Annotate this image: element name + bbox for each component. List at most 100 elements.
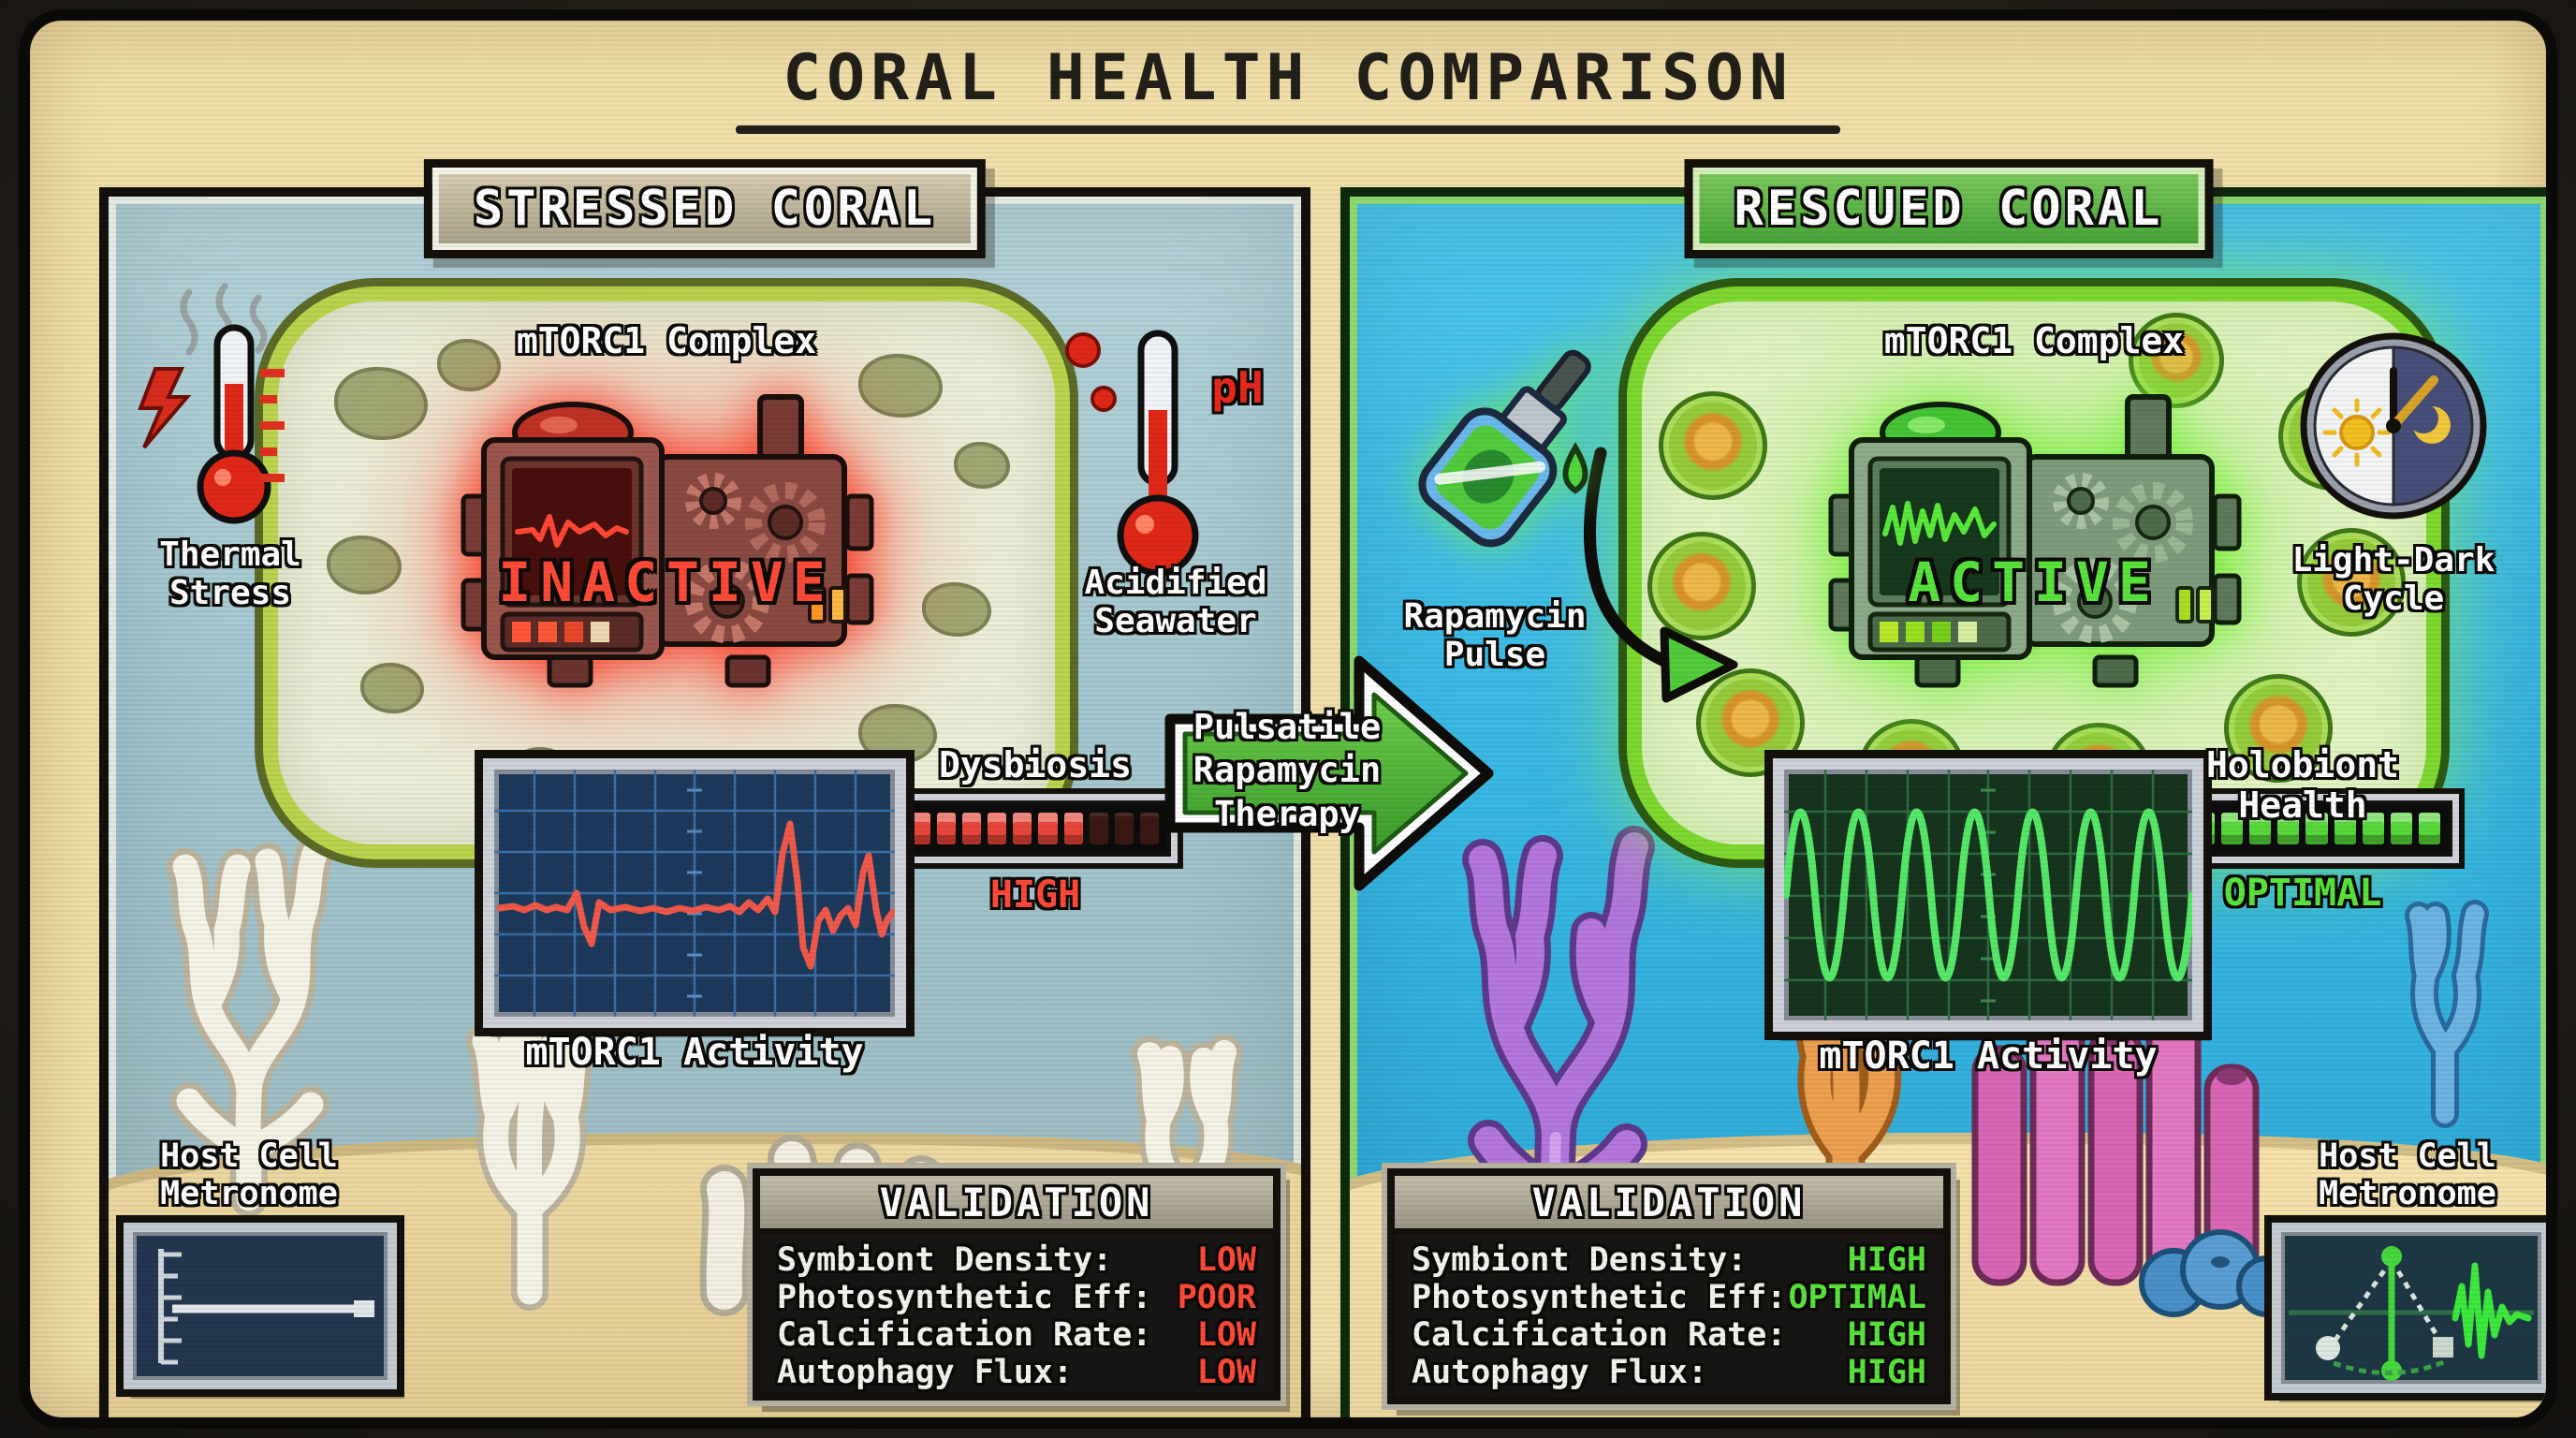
validation-row: Photosynthetic Eff: OPTIMAL [1412, 1279, 1926, 1316]
validation-row: Autophagy Flux: HIGH [1412, 1354, 1926, 1391]
validation-metric: Photosynthetic Eff: [777, 1279, 1152, 1316]
ph-label: pH [1211, 362, 1264, 413]
metronome-screen-active [2264, 1215, 2546, 1401]
scope-label: mTORC1 Activity [525, 1031, 864, 1074]
validation-row: Symbiont Density: HIGH [1412, 1241, 1926, 1279]
metronome-screen-flat [116, 1215, 404, 1397]
validation-value: LOW [1196, 1316, 1256, 1354]
validation-metric: Symbiont Density: [1412, 1241, 1748, 1279]
validation-value: OPTIMAL [1788, 1279, 1926, 1316]
mtorc1-activity-scope [1764, 750, 2212, 1040]
dying-symbiont-blob [922, 582, 991, 637]
thermal-line1: Thermal [159, 536, 301, 574]
validation-value: LOW [1196, 1241, 1256, 1279]
dying-symbiont-blob [360, 663, 424, 713]
dying-symbiont-blob [437, 339, 501, 391]
dysbiosis-meter [900, 800, 1171, 857]
page-title: CORAL HEALTH COMPARISON [783, 41, 1793, 115]
validation-metric: Photosynthetic Eff: [1412, 1279, 1787, 1316]
healthy-symbiont-icon [2224, 674, 2333, 783]
machine-status-inactive: INACTIVE [498, 550, 835, 614]
screen-background: CORAL HEALTH COMPARISON [19, 9, 2557, 1429]
validation-metric: Autophagy Flux: [777, 1354, 1074, 1391]
validation-box: VALIDATION Symbiont Density: HIGH Photos… [1387, 1168, 1951, 1404]
light-dark-cycle-label: Light-Dark Cycle [2272, 541, 2515, 618]
metronome-label: Host Cell Metronome [2267, 1137, 2546, 1213]
dysbiosis-label: Dysbiosis [939, 744, 1132, 785]
dying-symbiont-blob [327, 536, 402, 594]
seawater-line1: Acidified [1084, 564, 1267, 602]
validation-rows: Symbiont Density: HIGH Photosynthetic Ef… [1395, 1234, 1943, 1397]
validation-value: HIGH [1847, 1316, 1926, 1354]
validation-rows: Symbiont Density: LOW Photosynthetic Eff… [760, 1234, 1273, 1393]
arrow-line1: Pulsatile [1193, 707, 1382, 747]
rapamycin-dropper-icon [1383, 328, 1608, 590]
stressed-coral-header-text: STRESSED CORAL [473, 181, 937, 237]
rescued-coral-header-text: RESCUED CORAL [1734, 181, 2164, 237]
cycle-line2: Cycle [2342, 580, 2445, 619]
therapy-arrow-label: Pulsatile Rapamycin Therapy [1189, 706, 1385, 836]
acidified-seawater-label: Acidified Seawater [1054, 564, 1297, 640]
cell-title: mTORC1 Complex [516, 320, 817, 361]
rapamycin-line2: Pulse [1443, 636, 1546, 675]
seawater-line2: Seawater [1094, 602, 1257, 641]
stressed-coral-panel: Thermal Stress mTORC1 Complex [99, 187, 1310, 1417]
dying-symbiont-blob [334, 367, 428, 440]
magenta-tube-coral-icon [1968, 908, 2267, 1286]
dying-symbiont-blob [858, 354, 943, 418]
healthy-symbiont-icon [1647, 532, 1756, 640]
machine-status-active: ACTIVE [1908, 550, 2160, 614]
validation-value: POOR [1177, 1279, 1256, 1316]
validation-row: Photosynthetic Eff: POOR [777, 1279, 1256, 1316]
mtorc1-machine-inactive-icon [446, 384, 886, 693]
thermal-stress-icon [127, 279, 352, 532]
dying-symbiont-blob [954, 442, 1010, 489]
mtorc1-activity-scope [475, 750, 915, 1036]
validation-value: LOW [1196, 1354, 1256, 1391]
stressed-coral-header: STRESSED CORAL [423, 159, 987, 258]
holobiont-health-level: OPTIMAL [2223, 872, 2382, 915]
validation-metric: Calcification Rate: [777, 1316, 1152, 1354]
rapamycin-line1: Rapamycin [1403, 597, 1587, 636]
light-dark-cycle-clock-icon [2295, 328, 2492, 524]
metronome-label: Host Cell Metronome [109, 1137, 389, 1213]
metronome-line2: Metronome [160, 1174, 338, 1212]
validation-row: Symbiont Density: LOW [777, 1241, 1256, 1279]
validation-value: HIGH [1847, 1241, 1926, 1279]
holobiont-health-label: Holobiont Health [2206, 744, 2399, 827]
validation-box: VALIDATION Symbiont Density: LOW Photosy… [753, 1168, 1281, 1401]
metronome-line2: Metronome [2319, 1174, 2496, 1212]
healthy-symbiont-icon [2129, 313, 2224, 408]
thermal-stress-label: Thermal Stress [109, 536, 371, 613]
therapy-arrow: Pulsatile Rapamycin Therapy [1164, 646, 1494, 901]
scope-label: mTORC1 Activity [1819, 1034, 2158, 1078]
title-underline [736, 125, 1840, 134]
validation-metric: Autophagy Flux: [1412, 1354, 1708, 1391]
thermal-line2: Stress [168, 574, 292, 613]
rescued-coral-header: RESCUED CORAL [1684, 159, 2214, 258]
stressed-cell: mTORC1 Complex [263, 286, 1070, 859]
validation-row: Autophagy Flux: LOW [777, 1354, 1256, 1391]
pulse-arrow-icon [1574, 440, 1780, 749]
healthy-symbiont-icon [2297, 528, 2406, 637]
cycle-line1: Light-Dark [2291, 541, 2496, 580]
arrow-line3: Therapy [1214, 793, 1360, 834]
mtorc1-machine-active-icon [1814, 384, 2254, 693]
rapamycin-pulse-label: Rapamycin Pulse [1359, 597, 1631, 674]
ph-thermometer-icon [1049, 318, 1274, 590]
arrow-line2: Rapamycin [1193, 750, 1382, 791]
validation-row: Calcification Rate: LOW [777, 1316, 1256, 1354]
cell-title: mTORC1 Complex [1883, 320, 2185, 361]
validation-value: HIGH [1847, 1354, 1926, 1391]
validation-metric: Calcification Rate: [1412, 1316, 1787, 1354]
metronome-line1: Host Cell [160, 1137, 338, 1175]
validation-title: VALIDATION [879, 1179, 1154, 1225]
dysbiosis-level: HIGH [989, 873, 1081, 917]
validation-metric: Symbiont Density: [777, 1241, 1113, 1279]
validation-row: Calcification Rate: HIGH [1412, 1316, 1926, 1354]
validation-title: VALIDATION [1531, 1179, 1807, 1225]
healthy-symbiont-icon [1659, 391, 1767, 500]
rescued-coral-panel: Rapamycin Pulse mTORC1 Complex [1340, 187, 2546, 1417]
healthy-symbiont-icon [1696, 668, 1805, 777]
